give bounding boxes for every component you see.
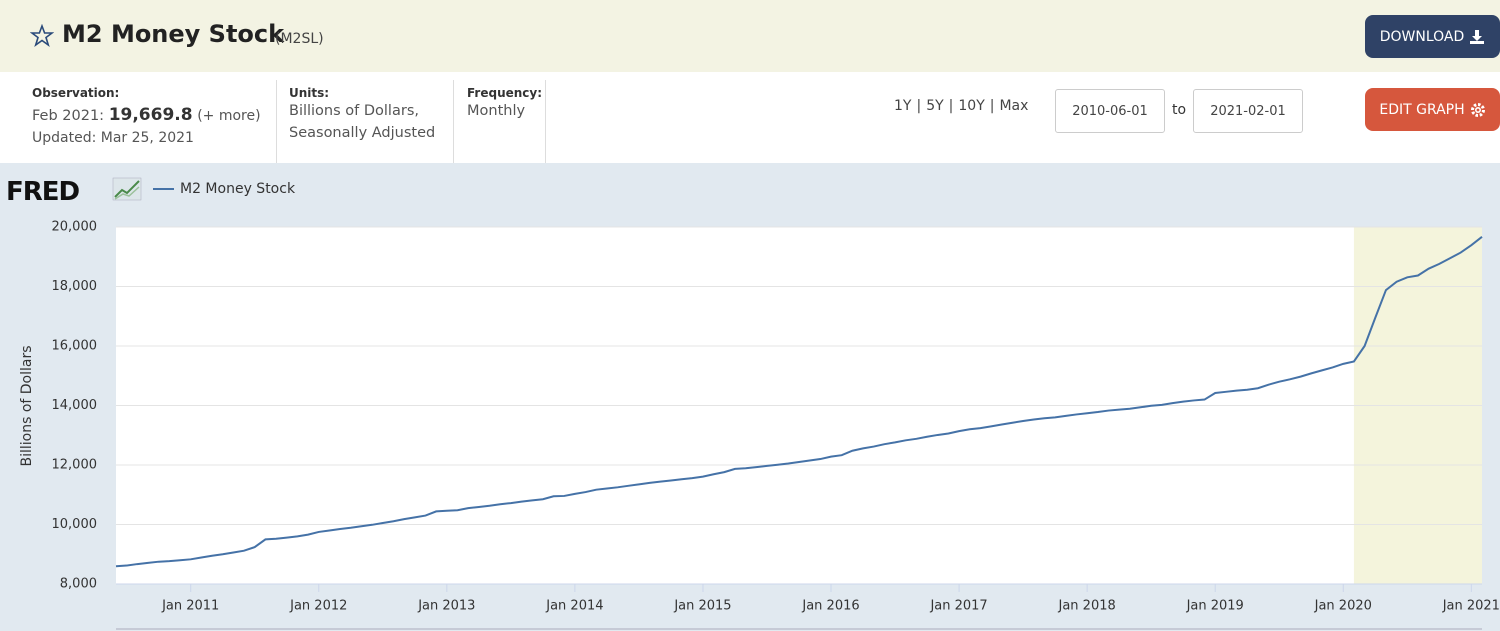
y-tick-label: 10,000 xyxy=(52,517,98,532)
frequency-label: Frequency: xyxy=(467,86,543,100)
x-tick-label: Jan 2020 xyxy=(1314,599,1372,614)
y-tick-label: 12,000 xyxy=(52,458,98,473)
download-icon xyxy=(1470,29,1485,44)
download-button[interactable]: DOWNLOAD xyxy=(1365,15,1500,58)
observation-label: Observation: xyxy=(32,86,120,100)
header xyxy=(0,0,1500,72)
y-tick-label: 18,000 xyxy=(52,279,98,294)
more-link[interactable]: (+ more) xyxy=(197,108,261,124)
units: Billions of Dollars, xyxy=(289,103,419,119)
x-tick-label: Jan 2013 xyxy=(417,599,475,614)
observation-value: 19,669.8 xyxy=(108,105,193,125)
units: Seasonally Adjusted xyxy=(289,125,436,141)
range-separator: | xyxy=(989,98,995,114)
observation: Feb 2021: 19,669.8 (+ more) xyxy=(32,105,261,125)
range-selector: 1Y | 5Y | 10Y | Max xyxy=(894,98,1028,114)
range-button[interactable]: 5Y xyxy=(926,98,944,114)
y-tick-label: 14,000 xyxy=(52,398,98,413)
range-separator: | xyxy=(948,98,954,114)
edit-graph-label: EDIT GRAPH xyxy=(1379,101,1465,118)
x-tick-label: Jan 2016 xyxy=(801,599,859,614)
x-tick-label: Jan 2014 xyxy=(545,599,603,614)
download-label: DOWNLOAD xyxy=(1379,28,1465,45)
chart: FRED Billions of Dollars 8,000 10,000 12,0… xyxy=(0,163,1500,631)
x-tick-label: Jan 2015 xyxy=(673,599,731,614)
frequency: Monthly xyxy=(467,103,526,119)
x-tick-label: Jan 2021 xyxy=(1442,599,1500,614)
units-label: Units: xyxy=(289,86,330,100)
range-separator: | xyxy=(916,98,922,114)
observation-date: Feb 2021: xyxy=(32,108,105,124)
logo-icon xyxy=(112,177,142,201)
divider xyxy=(276,80,277,163)
series-line xyxy=(115,236,1483,568)
y-tick-label: 16,000 xyxy=(52,339,98,354)
x-tick-label: Jan 2011 xyxy=(161,599,219,614)
x-tick-label: Jan 2012 xyxy=(289,599,347,614)
y-tick-label: 8,000 xyxy=(60,577,97,592)
divider xyxy=(453,80,454,163)
star-icon[interactable] xyxy=(30,24,54,48)
title: M2 Money Stock xyxy=(62,20,285,48)
x-tick-label: Jan 2018 xyxy=(1058,599,1116,614)
fred-logo: FRED xyxy=(6,177,80,207)
end-date-input[interactable]: 2021-02-01 xyxy=(1193,89,1303,133)
edit-graph-button[interactable]: EDIT GRAPH xyxy=(1365,88,1500,131)
updated: Updated: Mar 25, 2021 xyxy=(32,130,194,146)
range-button[interactable]: 10Y xyxy=(958,98,985,114)
x-tick-label: Jan 2017 xyxy=(929,599,987,614)
legend-label: M2 Money Stock xyxy=(180,181,296,197)
y-axis-title: Billions of Dollars xyxy=(19,345,35,466)
range-button[interactable]: Max xyxy=(999,98,1029,114)
to-label: to xyxy=(1172,102,1187,118)
gear-icon xyxy=(1470,102,1485,117)
y-tick-label: 20,000 xyxy=(52,220,98,235)
divider xyxy=(545,80,546,163)
series-id: (M2SL) xyxy=(275,31,324,47)
start-date-input[interactable]: 2010-06-01 xyxy=(1055,89,1165,133)
x-tick-label: Jan 2019 xyxy=(1186,599,1244,614)
range-button[interactable]: 1Y xyxy=(894,98,912,114)
